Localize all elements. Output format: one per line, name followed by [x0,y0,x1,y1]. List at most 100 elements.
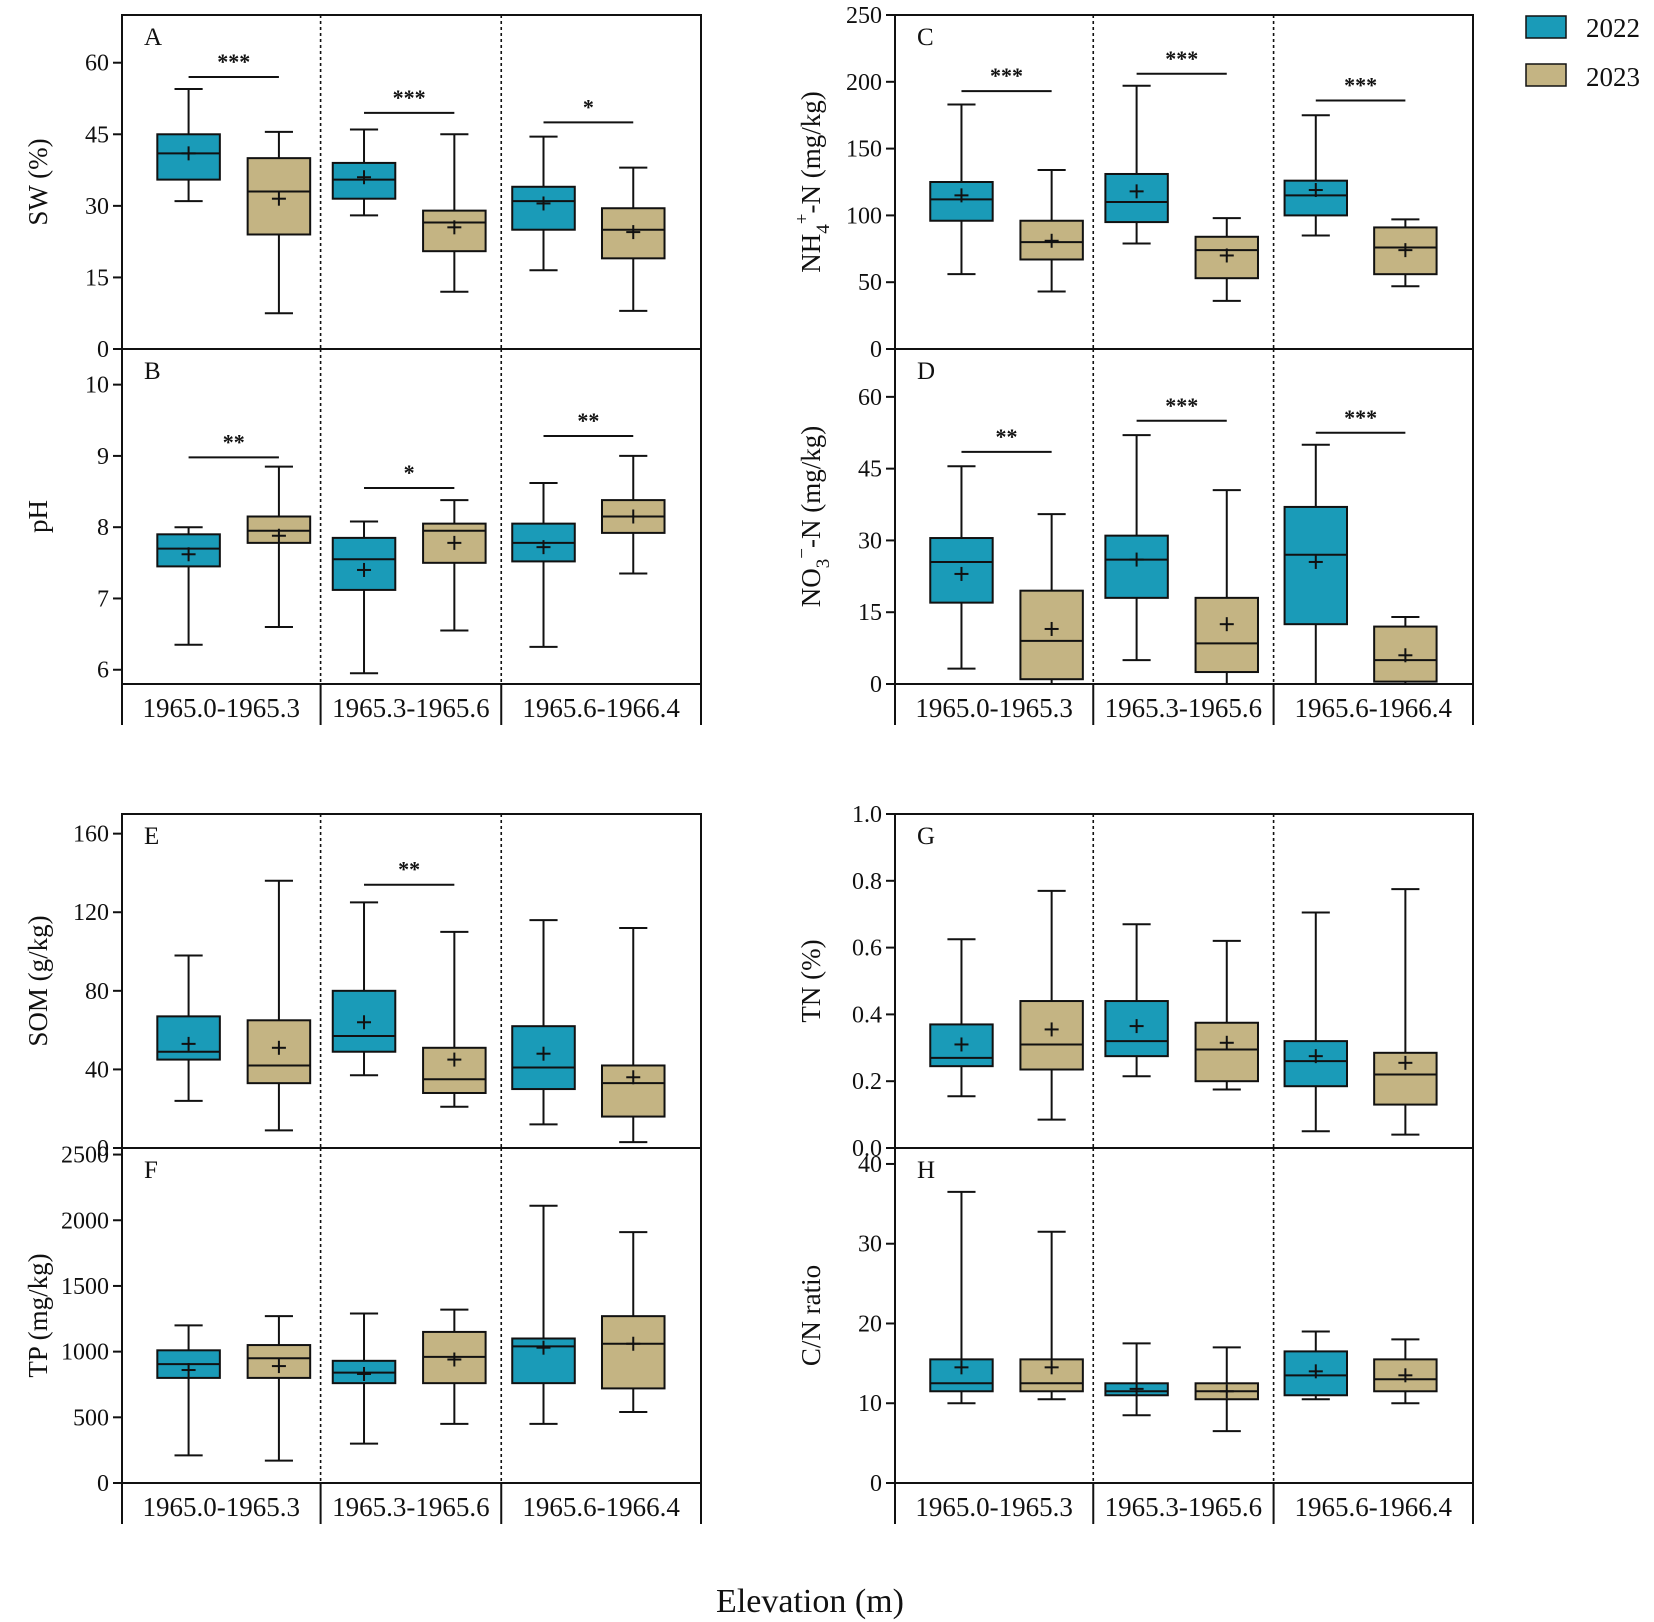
y-tick-label: 15 [85,265,109,291]
box-2022-1 [156,526,221,646]
y-tick-label: 9 [97,444,109,470]
significance-label: *** [393,85,426,110]
box-2022-2 [1104,434,1169,662]
y-axis-label: C/N ratio [796,1265,826,1366]
y-tick-label: 15 [858,600,882,626]
y-axis-label: SOM (g/kg) [23,915,53,1046]
box-2023-2 [1194,1346,1259,1433]
y-tick-label: 0.8 [852,869,882,895]
y-tick-label: 0 [870,1471,882,1497]
box-2023-2 [1194,489,1259,685]
box-2022-3 [511,919,576,1126]
y-tick-label: 0 [97,1136,109,1162]
panel-e: 0 40 80 120 160 E SOM (g/kg) ** [23,813,702,1162]
y-axis-label-part: -N (mg/kg) [796,91,826,213]
box-iqr [1283,1040,1348,1088]
y-tick-label: 10 [85,373,109,399]
y-tick-label: 1.0 [852,802,882,828]
y-tick-label: 0.2 [852,1069,882,1095]
category-label: 1965.3-1965.6 [332,693,490,723]
box-2023-3 [1373,1338,1438,1405]
significance-label: *** [1344,405,1377,430]
y-axis-label: TP (mg/kg) [23,1253,53,1377]
x-axis-title: Elevation (m) [716,1583,904,1620]
y-tick-label: 160 [73,822,109,848]
y-tick-label: 50 [858,270,882,296]
box-iqr [1019,1000,1084,1071]
y-tick-label: 100 [846,203,882,229]
panel-f: 0 500 1000 1500 2000 2500 F TP (mg/kg) 1965.0-19… [23,1143,702,1524]
category-label: 1965.0-1965.3 [915,1492,1073,1522]
panel-letter: E [144,823,159,850]
y-tick-label: 80 [85,979,109,1005]
box-2023-1 [1019,889,1084,1121]
y-axis-label: SW (%) [23,138,53,225]
y-tick-label: 30 [85,194,109,220]
y-tick-label: 0 [870,337,882,363]
box-2023-3 [600,166,666,312]
box-2023-2 [1194,939,1259,1091]
panel-h: 0 10 20 30 40 H C/N ratio 1965.0-1965.3 1965.3-1… [796,1147,1474,1524]
y-tick-label: 45 [85,122,109,148]
y-tick-label: 40 [858,1152,882,1178]
box-2022-3 [511,1204,576,1425]
box-2023-1 [1019,513,1084,685]
box-iqr [929,537,994,604]
significance-label: ** [223,429,245,454]
box-2022-2 [331,128,397,217]
category-label: 1965.6-1966.4 [1295,693,1453,723]
y-tick-label: 0 [97,1471,109,1497]
y-tick-label: 500 [73,1405,109,1431]
panel-letter: H [917,1157,935,1184]
category-label: 1965.0-1965.3 [143,693,301,723]
category-label: 1965.3-1965.6 [332,1492,490,1522]
y-tick-label: 0 [97,337,109,363]
panel-frame [121,14,702,350]
y-tick-label: 2500 [61,1143,109,1169]
significance-label: *** [990,63,1023,88]
box-2022-1 [156,954,221,1102]
category-label: 1965.6-1966.4 [522,1492,680,1522]
y-tick-label: 0.0 [852,1136,882,1162]
significance-label: ** [398,857,420,882]
box-2022-1 [156,87,221,203]
y-tick-label: 6 [97,658,109,684]
panel-g: 0.0 0.2 0.4 0.6 0.8 1.0 G TN (%) [796,802,1474,1162]
y-tick-label: 2000 [61,1208,109,1234]
box-2023-3 [600,1231,666,1414]
significance-label: *** [1165,393,1198,418]
box-2023-3 [1373,888,1438,1136]
y-axis-label: pH [23,500,53,533]
y-axis-label-sup: + [792,214,813,225]
panel-letter: A [144,24,162,51]
box-2023-1 [246,465,312,628]
box-2022-2 [331,901,397,1077]
y-axis-label-part: -N (mg/kg) [796,426,826,548]
category-label: 1965.0-1965.3 [915,693,1073,723]
panel-letter: B [144,358,161,385]
panel-letter: D [917,358,935,385]
box-2023-1 [246,130,312,315]
panel-frame [121,348,702,685]
category-label: 1965.3-1965.6 [1105,693,1263,723]
box-iqr [1104,172,1169,224]
significance-label: *** [1344,73,1377,98]
box-2022-3 [511,135,576,272]
y-tick-label: 60 [85,51,109,77]
legend-label-2023: 2023 [1586,62,1640,92]
y-axis-label-part: NH [796,234,826,273]
y-tick-label: 8 [97,515,109,541]
box-iqr [600,1315,666,1390]
box-2023-1 [1019,1230,1084,1401]
significance-label: *** [1165,46,1198,71]
y-tick-label: 7 [97,586,109,612]
y-tick-label: 40 [85,1057,109,1083]
y-tick-label: 0.4 [852,1002,882,1028]
box-2023-1 [246,879,312,1132]
box-2023-2 [422,499,487,632]
